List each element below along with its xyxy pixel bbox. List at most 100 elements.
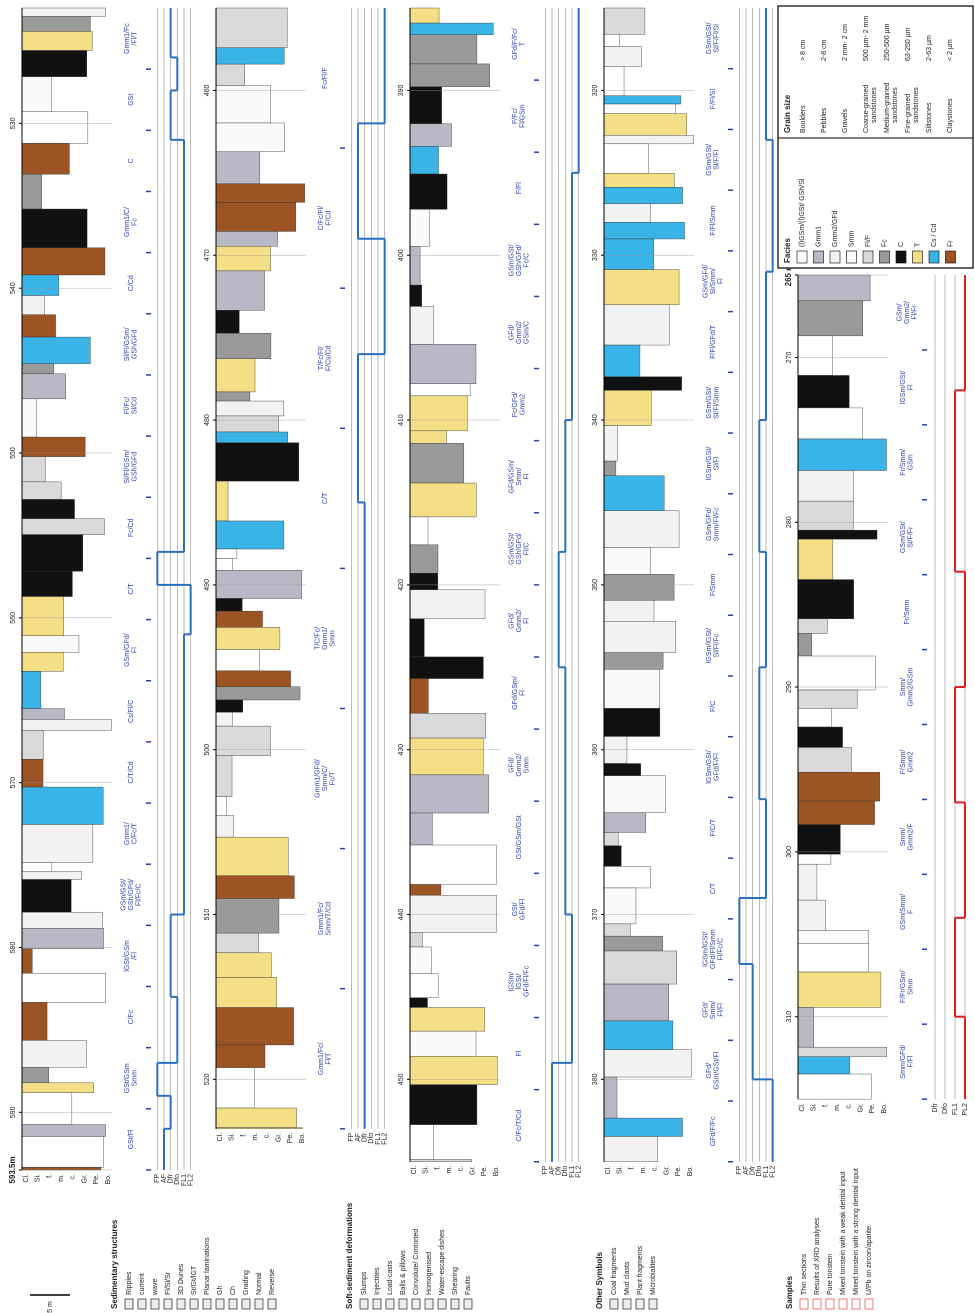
bed [409,1007,485,1032]
bed [215,400,285,417]
bed [797,618,828,634]
legend-label: current [139,1273,146,1295]
facies-label: Gmm2/ [904,301,911,324]
bed [603,113,687,136]
facies-label: GSh/GFd/ [516,533,523,565]
bed [409,656,484,679]
bed [21,635,80,653]
facies-label: GFd/ [508,325,515,341]
facies-label: C/Fc/T [132,822,139,844]
bed [603,935,663,952]
bed [409,22,494,35]
bed [21,824,94,863]
grain-size: < 2 µm [947,39,954,61]
bed [215,952,272,978]
facies-label: F/Cs/Cd [326,345,333,371]
facies-label: F/Fl/Smm [710,205,717,235]
facies-label: GFd/F/Fc/ [512,28,519,60]
legend-icon [267,1298,277,1310]
bed [21,534,84,572]
facies-label: C/Fc [128,1009,135,1024]
depth-label: 570 [10,777,17,789]
bed [409,932,423,948]
grain-scale-label: Gr. [663,1166,670,1175]
bed [603,600,655,622]
bed [21,208,88,248]
bed [797,971,882,1008]
facies-label: GFd/ [706,1063,713,1079]
bed [215,1044,266,1068]
bed [21,363,55,375]
facies-label: F/Fr/GSm/ [900,970,907,1003]
bed [603,983,669,1022]
facies-label: Sl/Fl/Smm [714,386,721,418]
env-level-label: FL2 [770,1166,777,1178]
grain-size: 2-63 µm [926,35,933,61]
grain-scale-label: Bo. [105,1174,112,1185]
bed [21,1167,102,1171]
bed [409,713,487,739]
facies-label: Gmm2/F [908,823,915,850]
facies-label: GFd/F/Fc [710,1116,717,1146]
depth-label: 500 [204,744,211,756]
grain-size: 2-8 cm [821,39,828,61]
bed [215,712,233,727]
bed [215,431,289,443]
legend-icon [163,1298,173,1310]
legend-label: Fc [881,239,888,247]
depth-label: 510 [204,909,211,921]
facies-label: Gmm2 [520,394,527,415]
legend-title: Grain size [783,94,792,133]
facies-label: Fl [523,618,530,624]
bed [21,456,46,483]
bed [797,633,812,657]
legend-icon [254,1298,264,1310]
bed [409,1084,478,1125]
bed [603,510,680,548]
grain-scale-label: Cl. [605,1166,612,1175]
bed [21,76,52,113]
bed [797,375,850,409]
facies-label: Fl/Fl [717,1003,724,1017]
bed [21,336,91,364]
bed [215,7,288,48]
depth-label: 290 [786,681,793,693]
facies-label: T [520,41,527,46]
depth-label: 370 [592,909,599,921]
bed [797,1073,872,1100]
bed [409,1030,477,1057]
legend-icon [124,1298,134,1310]
legend-label: U/Pb on zircon/apatite [866,1226,873,1295]
legend-label: wave [152,1279,159,1296]
grain-name: Boulders [800,105,807,133]
bed [21,247,106,276]
legend-label: Planar laminations [204,1237,211,1295]
legend-label: T [914,242,921,247]
bed [21,143,70,175]
depth-label: 330 [592,249,599,261]
bed [215,333,272,359]
bed [797,1007,815,1048]
bed [603,887,637,925]
bed [603,1049,692,1078]
env-level-label: FL2 [576,1166,583,1178]
facies-label: GSm/GFd/ [706,507,713,541]
legend-label: Slumps [361,1271,368,1295]
facies-label: GSh/GFd [132,329,139,359]
bed [215,836,289,877]
env-level-label: FP [542,1165,549,1174]
bed [409,1124,434,1160]
bed [409,973,439,998]
bed [797,930,870,944]
bed [21,571,73,597]
grain-name: Fine-grained [905,94,912,133]
bed [603,775,666,813]
env-level-label: FL1 [952,1103,959,1115]
legend-icon [864,1298,874,1310]
bed [215,548,238,559]
legend-label: Mixed tonstein with a weak detrital inpu… [840,1171,847,1295]
env-level-label: Dfr [932,1102,939,1112]
facies-label: Cs/Fl/C [128,700,135,723]
depth-label: 470 [204,249,211,261]
legend-icon [838,1298,848,1310]
